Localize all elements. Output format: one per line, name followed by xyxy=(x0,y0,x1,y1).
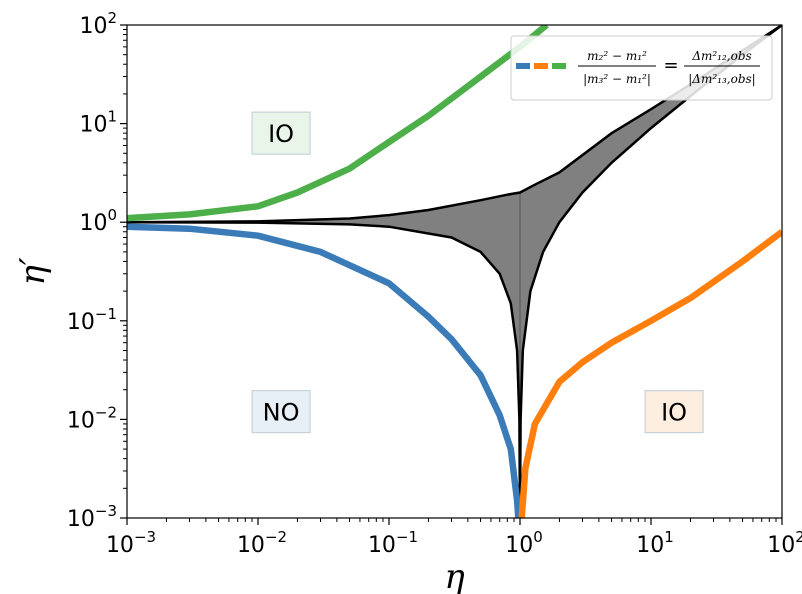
y-tick-label: 10−3 xyxy=(67,502,117,532)
shaded-band xyxy=(127,25,782,518)
region-labels: IO NO IO xyxy=(251,111,704,434)
x-tick-label: 102 xyxy=(767,528,802,558)
x-tick-label: 101 xyxy=(636,528,674,558)
legend-rhs-denominator: |Δm²₁₃,obs| xyxy=(688,72,755,86)
region-label-2: IO xyxy=(661,399,687,427)
x-tick-label: 10−3 xyxy=(106,528,156,558)
y-tick-label: 100 xyxy=(79,206,117,236)
tick-labels: 10−3 10−2 10−1 100 101 102 10−3 10−2 10−1 100 101 1… xyxy=(67,9,802,558)
series-line-0 xyxy=(127,223,522,518)
region-label-0: IO xyxy=(268,120,294,148)
x-tick-label: 10−1 xyxy=(368,528,418,558)
legend-rhs-numerator: Δm²₁₂,obs xyxy=(691,49,751,63)
band-lower-left-curve xyxy=(127,220,522,518)
series-line-2 xyxy=(127,25,549,222)
region-label-1: NO xyxy=(263,399,300,427)
y-tick-label: 10−1 xyxy=(67,305,117,335)
y-tick-label: 10−2 xyxy=(67,403,117,433)
axes-frame xyxy=(126,24,783,519)
y-tick-label: 102 xyxy=(79,9,117,39)
series-line-1 xyxy=(518,229,782,518)
x-tick-label: 10−2 xyxy=(237,528,287,558)
legend-equals: = xyxy=(663,55,678,76)
legend: m₂² − m₁² |m₃² − m₁²| = Δm²₁₂,obs |Δm²₁₃… xyxy=(510,35,773,101)
ticks xyxy=(120,24,783,525)
region-label-box-1 xyxy=(251,389,311,434)
x-axis-label: η xyxy=(444,557,465,594)
legend-box xyxy=(510,35,773,101)
y-axis-label: η′ xyxy=(13,257,53,285)
legend-lhs-denominator: |m₃² − m₁²| xyxy=(583,72,651,86)
x-tick-label: 100 xyxy=(505,528,543,558)
region-label-box-2 xyxy=(644,389,704,434)
region-label-box-0 xyxy=(251,111,311,155)
legend-lhs-numerator: m₂² − m₁² xyxy=(587,49,647,63)
y-tick-label: 101 xyxy=(79,108,117,138)
